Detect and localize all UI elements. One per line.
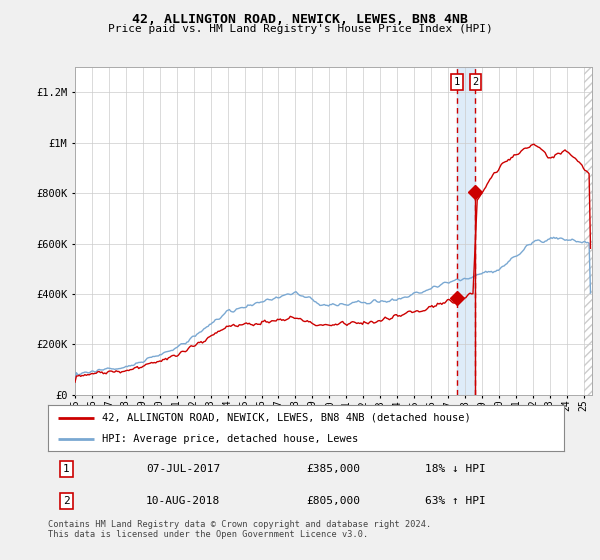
Text: 07-JUL-2017: 07-JUL-2017 xyxy=(146,464,220,474)
Text: 42, ALLINGTON ROAD, NEWICK, LEWES, BN8 4NB (detached house): 42, ALLINGTON ROAD, NEWICK, LEWES, BN8 4… xyxy=(102,413,471,423)
Text: 10-AUG-2018: 10-AUG-2018 xyxy=(146,496,220,506)
Text: £385,000: £385,000 xyxy=(306,464,360,474)
Text: 1: 1 xyxy=(454,77,460,87)
Text: 42, ALLINGTON ROAD, NEWICK, LEWES, BN8 4NB: 42, ALLINGTON ROAD, NEWICK, LEWES, BN8 4… xyxy=(132,13,468,26)
Text: £805,000: £805,000 xyxy=(306,496,360,506)
Text: 2: 2 xyxy=(62,496,70,506)
Text: Price paid vs. HM Land Registry's House Price Index (HPI): Price paid vs. HM Land Registry's House … xyxy=(107,24,493,34)
Text: 63% ↑ HPI: 63% ↑ HPI xyxy=(425,496,485,506)
Bar xyxy=(584,67,600,395)
Text: 18% ↓ HPI: 18% ↓ HPI xyxy=(425,464,485,474)
Text: 2: 2 xyxy=(472,77,478,87)
Text: Contains HM Land Registry data © Crown copyright and database right 2024.
This d: Contains HM Land Registry data © Crown c… xyxy=(48,520,431,539)
Bar xyxy=(584,67,600,395)
Text: 1: 1 xyxy=(62,464,70,474)
Text: HPI: Average price, detached house, Lewes: HPI: Average price, detached house, Lewe… xyxy=(102,435,358,444)
Bar xyxy=(457,67,475,395)
